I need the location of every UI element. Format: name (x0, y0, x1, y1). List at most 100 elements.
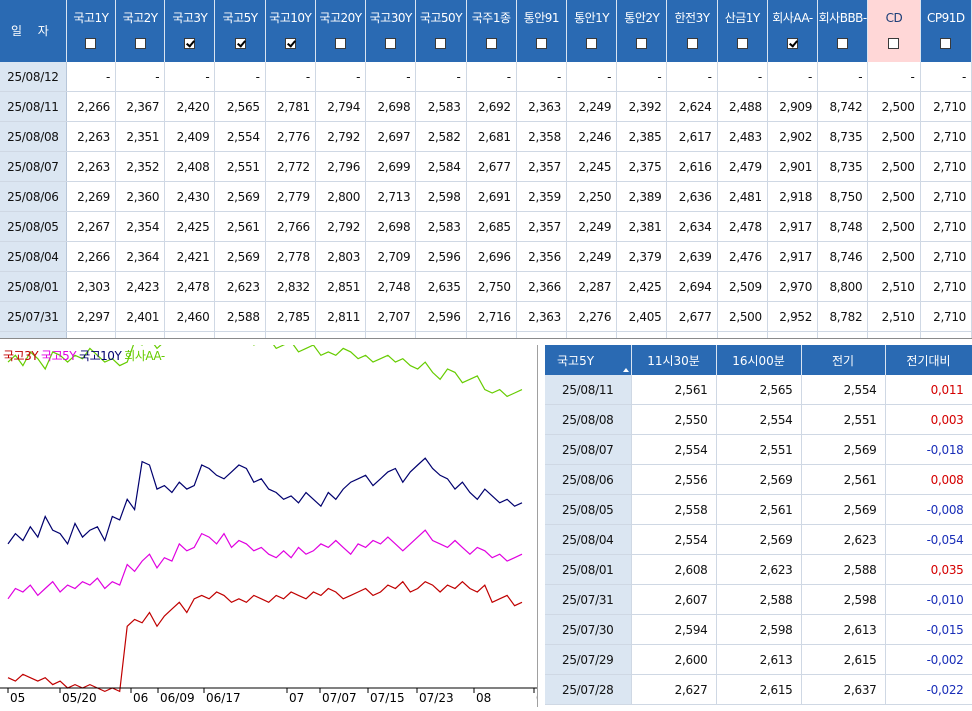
value-change: 0,035 (885, 554, 972, 585)
column-checkbox-cell (316, 31, 365, 62)
table-row[interactable]: 25/07/31 2,297 2,401 2,460 2,588 2,785 2,811 2,… (0, 301, 972, 332)
rate-cell: 2,408 (164, 151, 216, 182)
series-checkbox[interactable] (786, 38, 798, 49)
table-row[interactable]: 25/07/29 2,600 2,613 2,615 -0,002 (545, 644, 972, 675)
value-1130: 2,608 (631, 554, 717, 585)
rate-cell: 2,478 (164, 271, 216, 302)
rate-cell: 2,796 (315, 151, 367, 182)
series-checkbox[interactable] (837, 38, 849, 49)
detail-series-header[interactable]: 국고5Y (545, 345, 632, 375)
rate-cell: 2,710 (920, 91, 972, 122)
table-row[interactable]: 25/07/31 2,607 2,588 2,598 -0,010 (545, 584, 972, 615)
rate-cell: 2,681 (466, 121, 517, 152)
rate-cell: 2,710 (920, 121, 972, 152)
table-row[interactable]: 25/08/07 2,554 2,551 2,569 -0,018 (545, 434, 972, 465)
value-1130: 2,550 (631, 404, 717, 435)
series-checkbox[interactable] (234, 38, 246, 49)
table-row[interactable]: 25/08/11 2,266 2,367 2,420 2,565 2,781 2,794 2,… (0, 91, 972, 122)
rate-cell: 2,696 (466, 241, 517, 272)
table-row[interactable]: 25/07/28 2,627 2,615 2,637 -0,022 (545, 674, 972, 705)
x-tick-label: 08 (476, 691, 491, 705)
table-row[interactable]: 25/08/01 2,608 2,623 2,588 0,035 (545, 554, 972, 585)
rate-cell: 2,249 (566, 91, 618, 122)
rate-cell (214, 331, 266, 338)
series-checkbox[interactable] (435, 38, 447, 49)
series-checkbox[interactable] (184, 38, 196, 49)
rate-cell: - (66, 62, 117, 92)
column-checkbox-cell (517, 31, 566, 62)
rate-cell: 8,750 (817, 181, 869, 212)
series-checkbox[interactable] (586, 38, 598, 49)
date-header: 일 자 (0, 0, 67, 62)
rate-cell: - (566, 62, 618, 92)
legend-item[interactable]: 국고3Y (3, 349, 39, 363)
series-checkbox[interactable] (888, 38, 900, 49)
table-row[interactable]: 25/08/11 2,561 2,565 2,554 0,011 (545, 375, 972, 405)
series-checkbox[interactable] (284, 38, 296, 49)
rate-cell: 2,359 (516, 181, 567, 212)
table-row[interactable]: 25/08/08 2,263 2,351 2,409 2,554 2,776 2,792 2,… (0, 121, 972, 152)
table-row[interactable]: 25/08/12- - - - - - - - - - - - - - - - - - (0, 62, 972, 92)
value-change: 0,008 (885, 464, 972, 495)
rate-cell: 2,425 (164, 211, 216, 242)
column-header: 한전3Y (666, 0, 718, 62)
table-row[interactable]: 25/08/05 2,267 2,354 2,425 2,561 2,766 2,792 2,… (0, 211, 972, 242)
series-checkbox[interactable] (85, 38, 97, 49)
value-change: -0,022 (885, 674, 972, 705)
rate-cell: 8,735 (817, 121, 869, 152)
rate-cell (115, 331, 166, 338)
x-tick-label: 0 (536, 691, 537, 705)
series-checkbox[interactable] (385, 38, 397, 49)
series-checkbox[interactable] (335, 38, 346, 49)
rate-cell: 8,748 (817, 211, 869, 242)
series-checkbox[interactable] (686, 38, 698, 49)
rate-cell: 2,803 (315, 241, 367, 272)
value-change: -0,018 (885, 434, 972, 465)
value-1130: 2,556 (631, 464, 717, 495)
table-row[interactable] (0, 331, 972, 338)
legend-item[interactable]: 국고5Y (41, 349, 77, 363)
table-row[interactable]: 25/08/04 2,554 2,569 2,623 -0,054 (545, 524, 972, 555)
rate-cell: 2,297 (66, 301, 117, 332)
rate-cell: 2,698 (365, 91, 417, 122)
legend-item[interactable]: 국고10Y (79, 349, 122, 363)
rate-cell (516, 331, 567, 338)
series-checkbox[interactable] (535, 38, 547, 49)
rate-cell: 2,710 (920, 301, 972, 332)
series-checkbox[interactable] (485, 38, 497, 49)
series-checkbox[interactable] (940, 38, 952, 49)
detail-column-header: 11시30분 (631, 345, 717, 375)
chart-legend: 국고3Y 국고5Y 국고10Y 회사AA- (3, 347, 168, 364)
value-1600: 2,561 (716, 494, 802, 525)
column-checkbox-cell (921, 31, 971, 62)
rate-cell: 2,500 (867, 211, 921, 242)
value-1130: 2,554 (631, 524, 717, 555)
table-row[interactable]: 25/08/04 2,266 2,364 2,421 2,569 2,778 2,803 2,… (0, 241, 972, 272)
column-header: 회사AA- (767, 0, 819, 62)
rate-cell: 2,691 (466, 181, 517, 212)
rate-cell: 2,800 (315, 181, 367, 212)
table-row[interactable]: 25/08/05 2,558 2,561 2,569 -0,008 (545, 494, 972, 525)
rate-cell: 2,624 (666, 91, 718, 122)
legend-item[interactable]: 회사AA- (124, 349, 165, 363)
table-row[interactable]: 25/08/06 2,556 2,569 2,561 0,008 (545, 464, 972, 495)
rate-cell: 2,500 (867, 241, 921, 272)
rate-cell: 2,779 (265, 181, 316, 212)
value-1130: 2,607 (631, 584, 717, 615)
table-row[interactable]: 25/08/06 2,269 2,360 2,430 2,569 2,779 2,800 2,… (0, 181, 972, 212)
rate-cell: 2,616 (666, 151, 718, 182)
chart-plot: 05 05/20 06 06/09 06/17 07 07/07 07/15 07/23 08 0 (0, 345, 537, 705)
row-date: 25/08/11 (0, 91, 67, 122)
series-checkbox[interactable] (636, 38, 648, 49)
rate-cell: 2,460 (164, 301, 216, 332)
table-row[interactable]: 25/08/07 2,263 2,352 2,408 2,551 2,772 2,796 2,… (0, 151, 972, 182)
table-row[interactable]: 25/07/30 2,594 2,598 2,613 -0,015 (545, 614, 972, 645)
table-row[interactable]: 25/08/01 2,303 2,423 2,478 2,623 2,832 2,851 2,… (0, 271, 972, 302)
series-checkbox[interactable] (736, 38, 748, 49)
rate-cell: 2,551 (214, 151, 266, 182)
date-header-label: 일 자 (10, 24, 55, 38)
table-row[interactable]: 25/08/08 2,550 2,554 2,551 0,003 (545, 404, 972, 435)
rate-cell: 2,713 (365, 181, 417, 212)
rate-cell: 2,901 (767, 151, 819, 182)
series-checkbox[interactable] (134, 38, 146, 49)
